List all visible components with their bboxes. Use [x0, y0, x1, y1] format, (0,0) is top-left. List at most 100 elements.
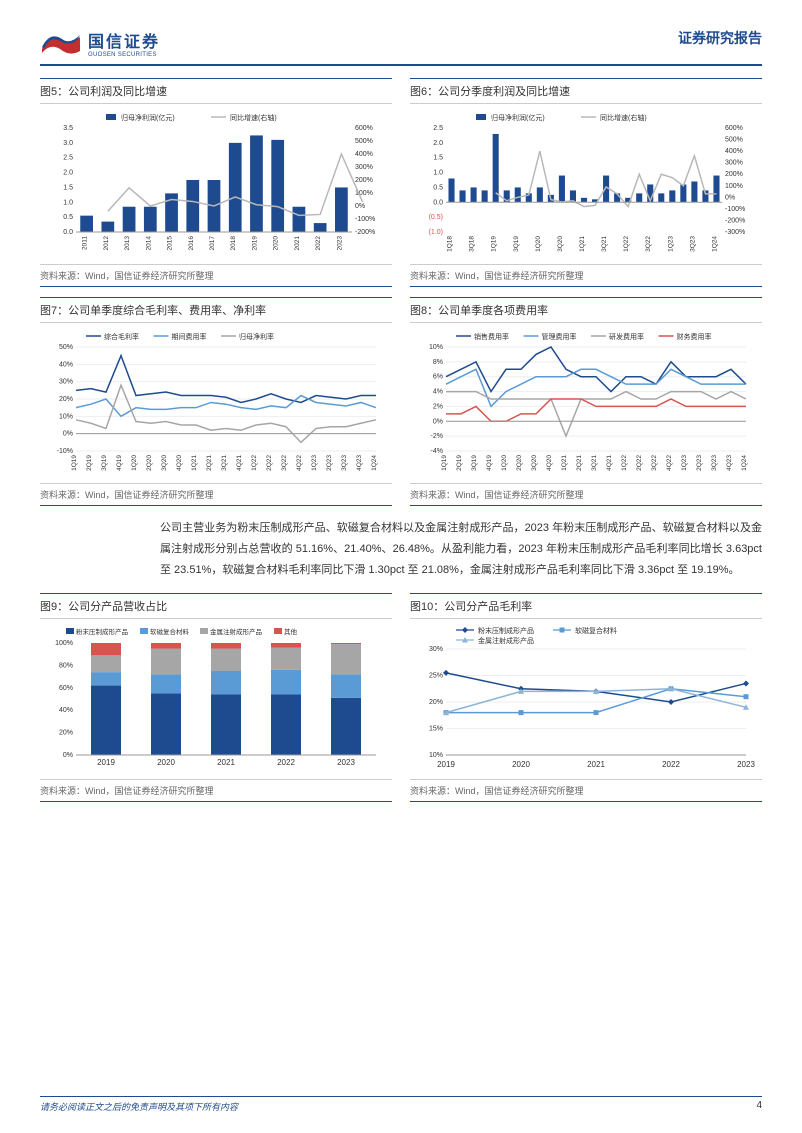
- svg-text:400%: 400%: [725, 148, 743, 155]
- svg-text:其他: 其他: [284, 627, 298, 636]
- svg-text:3Q20: 3Q20: [557, 236, 564, 252]
- svg-text:10%: 10%: [429, 344, 443, 351]
- svg-text:2022: 2022: [315, 236, 322, 251]
- chart6: 归母净利润(亿元)同比增速(右轴)0.00.51.01.52.02.5(0.5)…: [410, 110, 762, 260]
- chart9-source: 资料来源：Wind，国信证券经济研究所整理: [40, 779, 392, 802]
- svg-text:3Q21: 3Q21: [591, 455, 598, 471]
- svg-text:2Q23: 2Q23: [326, 455, 333, 471]
- svg-text:100%: 100%: [725, 183, 743, 190]
- svg-text:2020: 2020: [273, 236, 280, 251]
- svg-text:3Q20: 3Q20: [161, 455, 168, 471]
- svg-text:400%: 400%: [355, 151, 373, 158]
- svg-text:2016: 2016: [188, 236, 195, 251]
- svg-text:6%: 6%: [433, 374, 443, 381]
- svg-text:粉末压制成形产品: 粉末压制成形产品: [76, 627, 128, 636]
- svg-text:2013: 2013: [124, 236, 131, 251]
- svg-text:3Q22: 3Q22: [651, 455, 658, 471]
- svg-text:60%: 60%: [59, 684, 73, 691]
- svg-text:-200%: -200%: [725, 217, 745, 224]
- svg-text:2020: 2020: [157, 758, 175, 767]
- svg-text:研发费用率: 研发费用率: [609, 332, 644, 341]
- svg-text:2Q22: 2Q22: [636, 455, 643, 471]
- svg-text:-100%: -100%: [725, 206, 745, 213]
- svg-text:20%: 20%: [59, 729, 73, 736]
- svg-text:0.0: 0.0: [433, 199, 443, 206]
- svg-text:3Q21: 3Q21: [221, 455, 228, 471]
- svg-text:管理费用率: 管理费用率: [542, 332, 577, 341]
- svg-text:2023: 2023: [336, 236, 343, 251]
- svg-text:80%: 80%: [59, 662, 73, 669]
- svg-text:3Q19: 3Q19: [471, 455, 478, 471]
- chart7-title: 图7：公司单季度综合毛利率、费用率、净利率: [40, 297, 392, 323]
- svg-text:销售费用率: 销售费用率: [474, 332, 509, 341]
- svg-text:2021: 2021: [587, 760, 605, 769]
- svg-text:2Q21: 2Q21: [576, 455, 583, 471]
- svg-text:2019: 2019: [251, 236, 258, 251]
- svg-text:-4%: -4%: [431, 448, 443, 455]
- svg-text:1Q20: 1Q20: [501, 455, 508, 471]
- svg-text:同比增速(右轴): 同比增速(右轴): [600, 113, 647, 122]
- svg-text:100%: 100%: [55, 640, 73, 647]
- svg-text:2.0: 2.0: [433, 140, 443, 147]
- body-paragraph: 公司主营业务为粉末压制成形产品、软磁复合材料以及金属注射成形产品，2023 年粉…: [160, 518, 762, 581]
- svg-text:1Q24: 1Q24: [371, 455, 378, 471]
- svg-text:2023: 2023: [737, 760, 755, 769]
- svg-text:0.5: 0.5: [63, 214, 73, 221]
- svg-text:3.0: 3.0: [63, 140, 73, 147]
- svg-text:30%: 30%: [59, 379, 73, 386]
- chart6-source: 资料来源：Wind，国信证券经济研究所整理: [410, 264, 762, 287]
- svg-text:0%: 0%: [63, 752, 73, 759]
- svg-text:2Q23: 2Q23: [696, 455, 703, 471]
- svg-text:0%: 0%: [63, 431, 73, 438]
- page-footer: 请务必阅读正文之后的免责声明及其项下所有内容 4: [40, 1096, 762, 1113]
- svg-text:3Q23: 3Q23: [689, 236, 696, 252]
- svg-text:8%: 8%: [433, 359, 443, 366]
- footer-disclaimer: 请务必阅读正文之后的免责声明及其项下所有内容: [40, 1100, 238, 1113]
- chart8-title: 图8：公司单季度各项费用率: [410, 297, 762, 323]
- svg-text:2023: 2023: [337, 758, 355, 767]
- svg-text:2.5: 2.5: [433, 125, 443, 132]
- svg-text:0%: 0%: [433, 418, 443, 425]
- svg-text:1Q19: 1Q19: [441, 455, 448, 471]
- svg-text:2Q20: 2Q20: [516, 455, 523, 471]
- svg-text:4Q19: 4Q19: [116, 455, 123, 471]
- svg-text:1Q20: 1Q20: [131, 455, 138, 471]
- svg-text:1Q22: 1Q22: [623, 236, 630, 252]
- svg-text:2022: 2022: [277, 758, 295, 767]
- svg-text:3Q23: 3Q23: [341, 455, 348, 471]
- chart10-source: 资料来源：Wind，国信证券经济研究所整理: [410, 779, 762, 802]
- chart9: 粉末压制成形产品软磁复合材料金属注射成形产品其他0%20%40%60%80%10…: [40, 625, 392, 775]
- report-title: 证券研究报告: [678, 28, 762, 48]
- svg-text:期间费用率: 期间费用率: [172, 332, 207, 341]
- svg-text:4Q21: 4Q21: [236, 455, 243, 471]
- svg-text:10%: 10%: [59, 413, 73, 420]
- page-number: 4: [756, 1100, 762, 1113]
- svg-text:1Q23: 1Q23: [681, 455, 688, 471]
- svg-text:4Q23: 4Q23: [356, 455, 363, 471]
- chart5: 归母净利润(亿元)同比增速(右轴)0.00.51.01.52.02.53.03.…: [40, 110, 392, 260]
- chart7: 综合毛利率期间费用率归母净利率-10%0%10%20%30%40%50%1Q19…: [40, 329, 392, 479]
- svg-text:0%: 0%: [355, 203, 365, 210]
- chart10: 粉末压制成形产品软磁复合材料金属注射成形产品10%15%20%25%30%201…: [410, 625, 762, 775]
- svg-text:4Q21: 4Q21: [606, 455, 613, 471]
- svg-text:3Q18: 3Q18: [469, 236, 476, 252]
- svg-text:4Q22: 4Q22: [666, 455, 673, 471]
- svg-text:3Q21: 3Q21: [601, 236, 608, 252]
- chart8-source: 资料来源：Wind，国信证券经济研究所整理: [410, 483, 762, 506]
- svg-text:3Q19: 3Q19: [101, 455, 108, 471]
- svg-text:1Q22: 1Q22: [251, 455, 258, 471]
- svg-text:-100%: -100%: [355, 216, 375, 223]
- svg-text:1.0: 1.0: [433, 170, 443, 177]
- svg-text:4Q23: 4Q23: [726, 455, 733, 471]
- svg-text:200%: 200%: [355, 177, 373, 184]
- svg-text:-2%: -2%: [431, 433, 443, 440]
- svg-text:(0.5): (0.5): [429, 214, 443, 221]
- svg-text:1Q22: 1Q22: [621, 455, 628, 471]
- svg-text:3Q19: 3Q19: [513, 236, 520, 252]
- svg-text:2022: 2022: [662, 760, 680, 769]
- company-logo-icon: [40, 29, 82, 57]
- svg-text:200%: 200%: [725, 171, 743, 178]
- svg-text:2011: 2011: [82, 236, 89, 250]
- svg-text:3.5: 3.5: [63, 125, 73, 132]
- chart5-source: 资料来源：Wind，国信证券经济研究所整理: [40, 264, 392, 287]
